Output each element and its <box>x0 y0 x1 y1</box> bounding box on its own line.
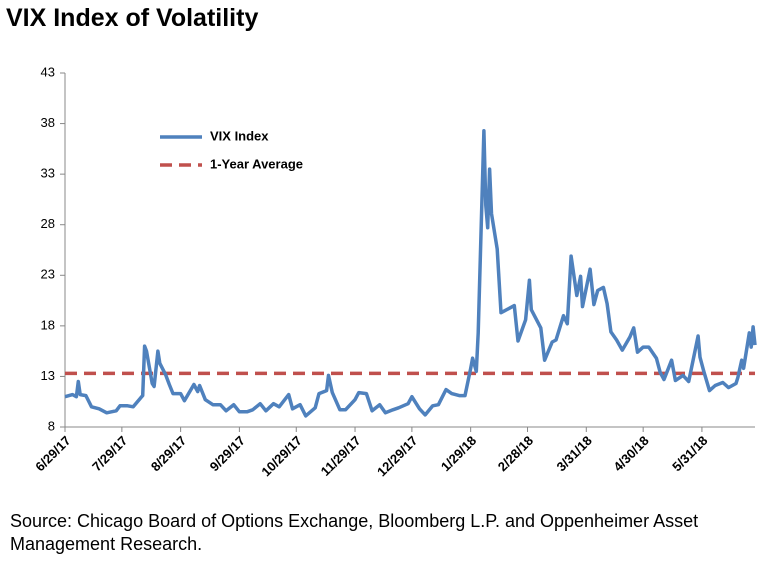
x-tick-label: 1/29/18 <box>438 433 479 474</box>
y-tick-label: 38 <box>41 115 55 130</box>
y-tick-label: 23 <box>41 267 55 282</box>
y-tick-label: 33 <box>41 166 55 181</box>
y-tick-label: 18 <box>41 317 55 332</box>
x-tick-label: 9/29/17 <box>207 433 248 474</box>
x-tick-label: 5/31/18 <box>669 433 710 474</box>
chart: 8 13 18 23 28 33 38 43 6/29/17 7/29/17 8/29/17 9/29… <box>32 64 757 479</box>
x-tick-label: 12/29/17 <box>374 433 420 479</box>
vix-line <box>64 128 757 418</box>
x-tick-label: 8/29/17 <box>148 433 189 474</box>
legend-label: VIX Index <box>210 128 269 143</box>
x-tick-label: 6/29/17 <box>32 433 73 474</box>
y-tick-label: 13 <box>41 368 55 383</box>
x-tick-label: 10/29/17 <box>258 433 304 479</box>
y-tick-label: 43 <box>41 64 55 79</box>
source-note: Source: Chicago Board of Options Exchang… <box>10 511 699 554</box>
legend-label: 1-Year Average <box>210 156 303 171</box>
x-tick-label: 3/31/18 <box>554 433 595 474</box>
x-tick-label: 2/28/18 <box>495 433 536 474</box>
x-tick-label: 4/30/18 <box>610 433 651 474</box>
chart-title: VIX Index of Volatility <box>6 4 259 32</box>
x-tick-label: 11/29/17 <box>318 433 364 479</box>
x-tick-label: 7/29/17 <box>89 433 130 474</box>
y-tick-label: 8 <box>48 418 55 433</box>
y-tick-label: 28 <box>41 216 55 231</box>
